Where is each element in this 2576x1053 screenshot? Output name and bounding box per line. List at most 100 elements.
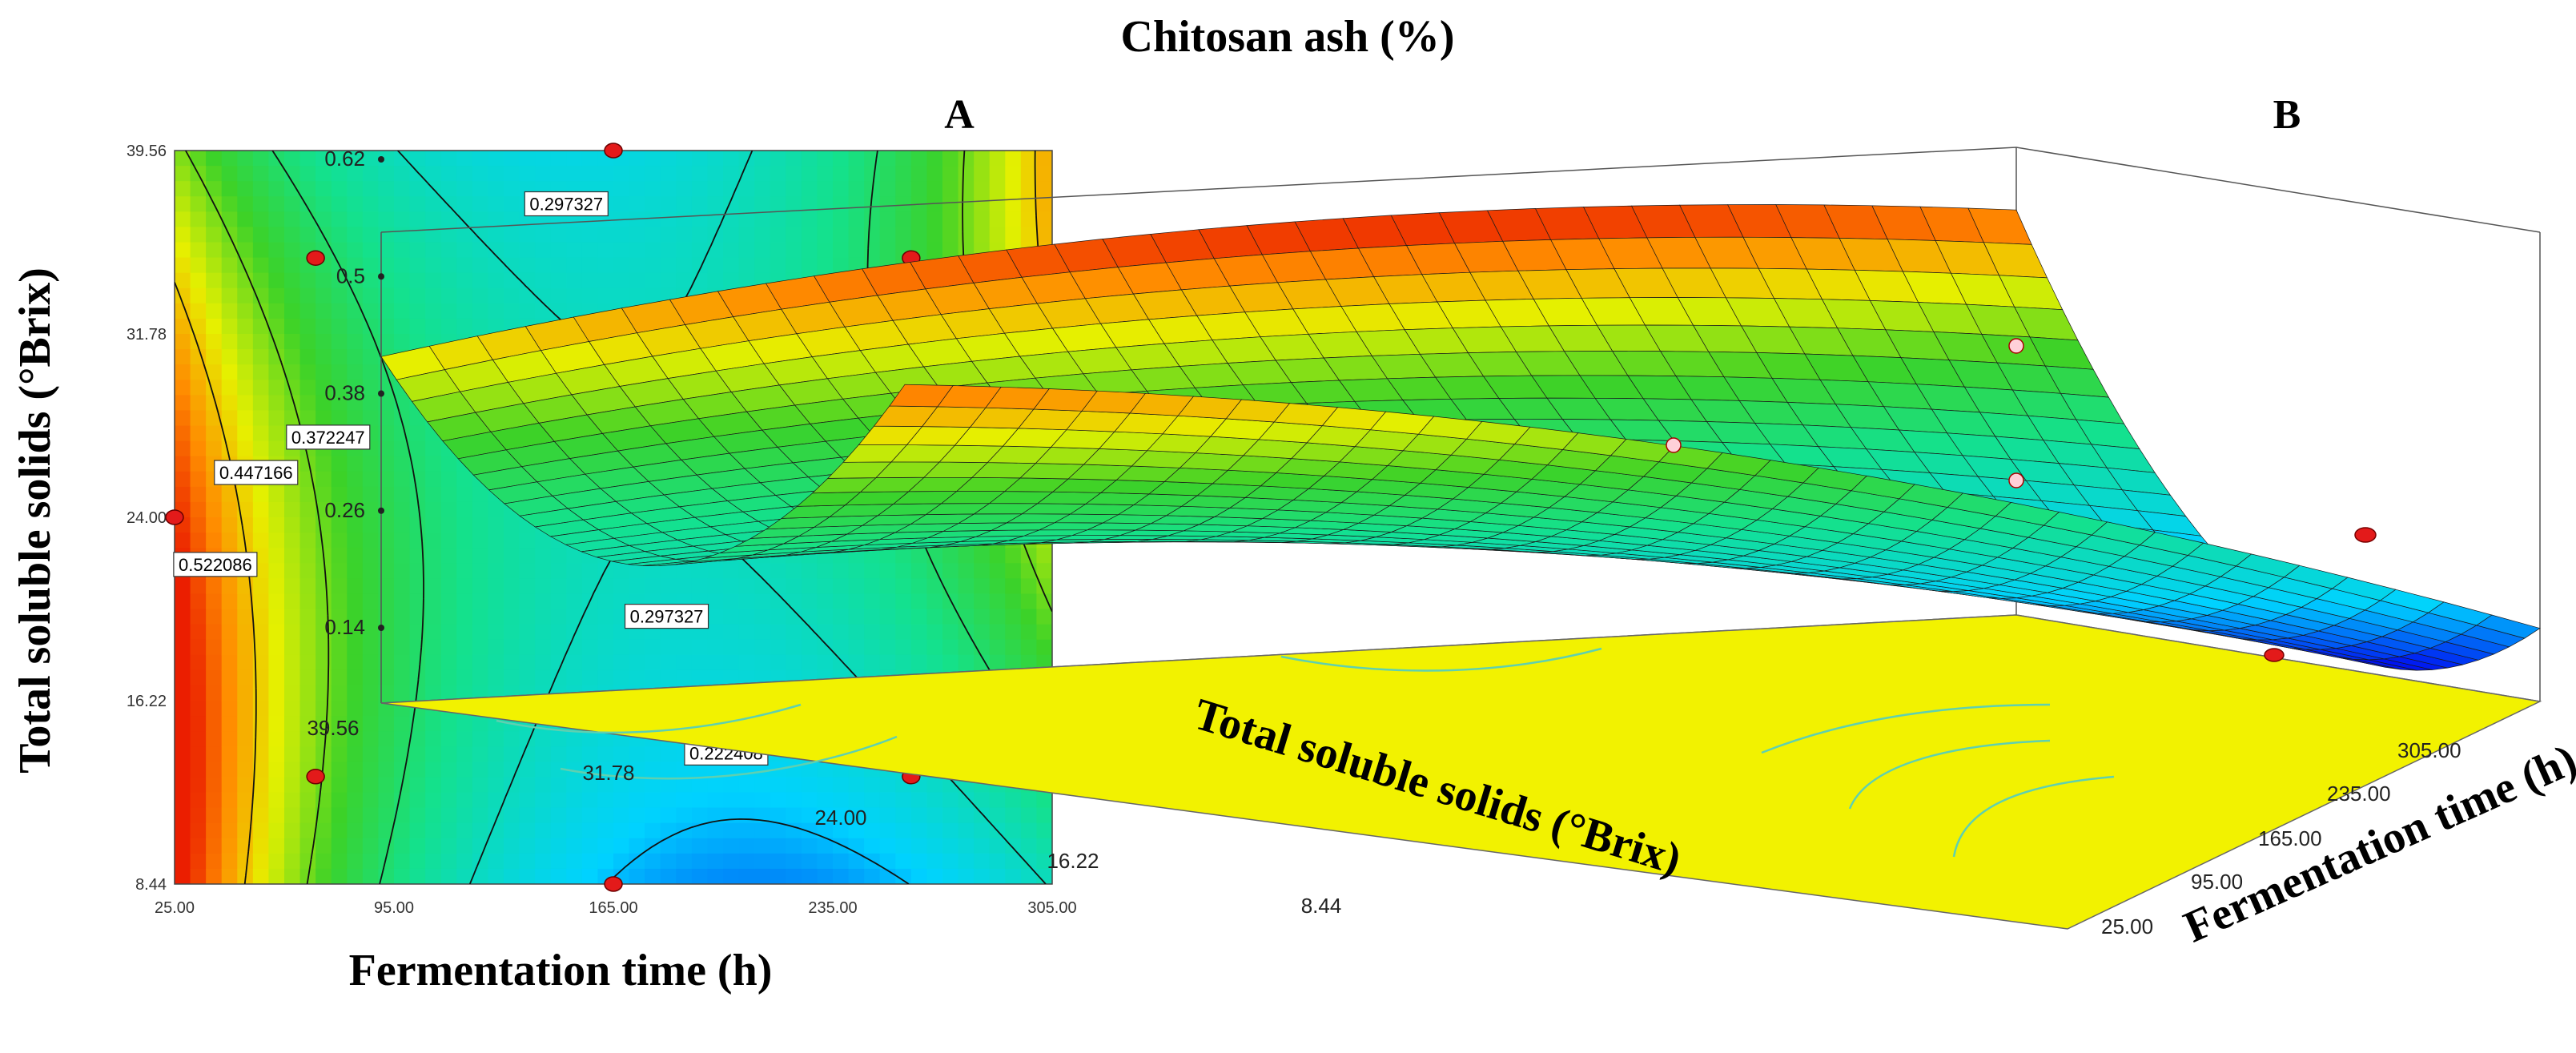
heatmap-cell xyxy=(378,853,395,870)
heatmap-cell xyxy=(910,792,928,809)
heatmap-cell xyxy=(175,777,191,794)
heatmap-cell xyxy=(629,669,645,686)
heatmap-cell xyxy=(175,242,191,259)
heatmap-cell xyxy=(504,563,520,579)
heatmap-cell xyxy=(190,731,207,747)
heatmap-cell xyxy=(394,272,411,289)
heatmap-cell xyxy=(347,364,364,380)
heatmap-cell xyxy=(566,868,583,884)
heatmap-cell xyxy=(535,303,552,320)
heatmap-cell xyxy=(535,853,552,870)
heatmap-cell xyxy=(394,181,411,197)
heatmap-cell xyxy=(362,517,380,533)
heatmap-cell xyxy=(864,166,881,182)
heatmap-cell xyxy=(738,792,755,809)
heatmap-cell xyxy=(347,486,364,503)
heatmap-cell xyxy=(347,578,364,595)
heatmap-cell xyxy=(221,272,238,289)
heatmap-cell xyxy=(581,609,599,625)
heatmap-cell xyxy=(958,792,975,809)
heatmap-cell xyxy=(347,257,364,274)
heatmap-cell xyxy=(895,548,912,564)
figure-title: Chitosan ash (%) xyxy=(1121,12,1455,62)
heatmap-cell xyxy=(362,578,380,595)
heatmap-cell xyxy=(284,364,301,380)
heatmap-cell xyxy=(175,593,191,610)
heatmap-cell xyxy=(362,303,380,320)
heatmap-cell xyxy=(738,578,755,595)
heatmap-cell xyxy=(221,639,238,656)
heatmap-cell xyxy=(801,181,818,197)
heatmap-cell xyxy=(252,257,270,274)
heatmap-cell xyxy=(801,838,818,854)
heatmap-cell xyxy=(645,762,661,778)
heatmap-cell xyxy=(347,716,364,732)
heatmap-cell xyxy=(347,242,364,259)
heatmap-cell xyxy=(175,272,191,289)
heatmap-cell xyxy=(284,380,301,396)
heatmap-cell xyxy=(425,257,442,274)
heatmap-cell xyxy=(206,777,223,794)
heatmap-cell xyxy=(206,578,223,595)
heatmap-cell xyxy=(347,166,364,182)
heatmap-cell xyxy=(190,838,207,854)
heatmap-cell xyxy=(942,853,959,870)
heatmap-cell xyxy=(613,822,630,839)
heatmap-cell xyxy=(519,533,536,549)
heatmap-cell xyxy=(801,211,818,228)
heatmap-cell xyxy=(394,425,411,442)
floor-contours xyxy=(496,647,2115,858)
heatmap-cell xyxy=(958,151,975,167)
heatmap-cell xyxy=(895,196,912,212)
heatmap-cell xyxy=(974,578,991,595)
heatmap-cell xyxy=(958,868,975,884)
heatmap-cell xyxy=(378,410,395,427)
heatmap-cell xyxy=(942,792,959,809)
heatmap-cell xyxy=(284,777,301,794)
heatmap-cell xyxy=(299,395,316,412)
heatmap-cell xyxy=(394,731,411,747)
heatmap-cell xyxy=(206,380,223,396)
heatmap-cell xyxy=(581,578,599,595)
heatmap-cell xyxy=(786,792,802,809)
heatmap-cell xyxy=(394,578,411,595)
heatmap-cell xyxy=(252,151,270,167)
heatmap-cell xyxy=(723,211,740,228)
heatmap-cell xyxy=(754,853,771,870)
heatmap-cell xyxy=(676,654,693,671)
heatmap-cell xyxy=(190,303,207,320)
heatmap-cell xyxy=(237,440,254,457)
heatmap-cell xyxy=(550,762,567,778)
heatmap-cell xyxy=(974,838,991,854)
heatmap-cell xyxy=(833,227,850,243)
heatmap-cell xyxy=(268,701,285,717)
heatmap-cell xyxy=(347,410,364,427)
heatmap-cell xyxy=(268,563,285,579)
heatmap-cell xyxy=(754,868,771,884)
heatmap-cell xyxy=(252,211,270,228)
heatmap-cell xyxy=(550,563,567,579)
heatmap-cell xyxy=(519,242,536,259)
heatmap-cell xyxy=(550,166,567,182)
heatmap-cell xyxy=(488,609,504,625)
heatmap-cell xyxy=(1036,639,1052,656)
heatmap-cell xyxy=(331,654,348,671)
heatmap-cell xyxy=(456,318,473,335)
heatmap-cell xyxy=(613,654,630,671)
heatmap-cell xyxy=(394,334,411,350)
heatmap-cell xyxy=(409,777,426,794)
heatmap-cell xyxy=(456,639,473,656)
heatmap-cell xyxy=(676,181,693,197)
heatmap-cell xyxy=(440,578,457,595)
heatmap-cell xyxy=(362,272,380,289)
heatmap-cell xyxy=(252,609,270,625)
heatmap-cell xyxy=(535,563,552,579)
heatmap-cell xyxy=(284,151,301,167)
heatmap-cell xyxy=(440,166,457,182)
heatmap-cell xyxy=(472,609,489,625)
heatmap-cell xyxy=(190,242,207,259)
heatmap-cell xyxy=(1036,807,1052,824)
svg-text:0.447166: 0.447166 xyxy=(219,463,293,483)
heatmap-cell xyxy=(221,731,238,747)
heatmap-cell xyxy=(284,287,301,304)
